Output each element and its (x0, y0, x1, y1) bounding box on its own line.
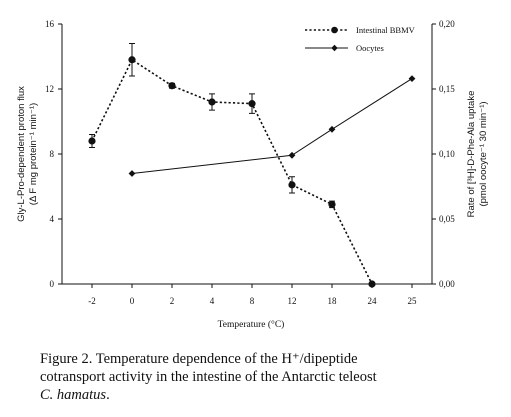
series-layer (88, 43, 416, 288)
x-tick-label: 24 (368, 296, 378, 306)
x-axis-label: Temperature (°C) (218, 319, 285, 330)
x-tick-label: 4 (210, 296, 215, 306)
oocytes-line (131, 78, 413, 174)
left-tick-label: 16 (45, 19, 55, 29)
caption-end: . (106, 387, 110, 403)
left-tick-label: 0 (50, 279, 55, 289)
intestinal-bbmv-point (168, 82, 176, 90)
x-tick-label: -2 (88, 296, 96, 306)
intestinal-bbmv-point (368, 280, 376, 288)
oocytes-point (328, 125, 336, 133)
right-axis-label-line: Rate of [³H]-D-Phe-Ala uptake (466, 91, 477, 218)
oocytes-point (288, 151, 296, 159)
intestinal-bbmv-point (248, 100, 256, 108)
intestinal-bbmv-point (88, 137, 96, 145)
right-axis-label-line: (pmol oocyte⁻¹ 30 min⁻¹) (478, 101, 489, 206)
caption-line-2: cotransport activity in the intestine of… (40, 369, 377, 385)
left-axis-label-line: (Δ F mg protein⁻¹ min⁻¹) (28, 103, 39, 205)
intestinal-bbmv-point (288, 181, 296, 189)
left-tick-label: 8 (50, 149, 55, 159)
legend-marker-oocytes (331, 44, 338, 52)
right-tick-label: 0,10 (439, 149, 455, 159)
left-axis-label-line: Gly-L-Pro-dependent proton flux (16, 86, 27, 222)
axis-labels: Temperature (°C) Gly-L-Pro-dependent prot… (16, 86, 489, 330)
right-tick-label: 0,05 (439, 214, 455, 224)
legend-label-oocytes: Oocytes (356, 43, 384, 53)
oocytes-point (408, 75, 416, 82)
intestinal-bbmv-point (128, 56, 136, 64)
right-tick-label: 0,00 (439, 279, 455, 289)
intestinal-bbmv-point (208, 98, 216, 106)
right-tick-label: 0,15 (439, 84, 455, 94)
caption-species: C. hamatus (40, 387, 107, 403)
left-tick-label: 4 (50, 214, 55, 224)
legend-marker-intestinal-bbmv (331, 26, 338, 34)
oocytes-point (128, 170, 136, 177)
x-tick-label: 12 (288, 296, 297, 306)
x-tick-label: 2 (170, 296, 175, 306)
right-tick-label: 0,20 (439, 19, 455, 29)
legend: Intestinal BBMV Oocytes (305, 25, 416, 53)
left-axis-label: Gly-L-Pro-dependent proton flux (Δ F mg p… (16, 86, 39, 222)
right-axis-label: Rate of [³H]-D-Phe-Ala uptake (pmol oocyt… (466, 91, 489, 218)
intestinal-bbmv-line (91, 58, 373, 285)
caption-line-3: C. hamatus. (40, 386, 490, 404)
x-tick-label: 8 (250, 296, 255, 306)
axes (61, 24, 433, 285)
x-tick-label: 18 (328, 296, 338, 306)
intestinal-bbmv-point (328, 200, 336, 208)
figure-caption: Figure 2. Temperature dependence of the … (40, 350, 490, 404)
left-tick-label: 12 (45, 84, 54, 94)
caption-line-1: Figure 2. Temperature dependence of the … (40, 351, 358, 367)
x-tick-label: 0 (130, 296, 135, 306)
x-tick-label: 25 (408, 296, 418, 306)
legend-label-intestinal-bbmv: Intestinal BBMV (356, 25, 416, 35)
